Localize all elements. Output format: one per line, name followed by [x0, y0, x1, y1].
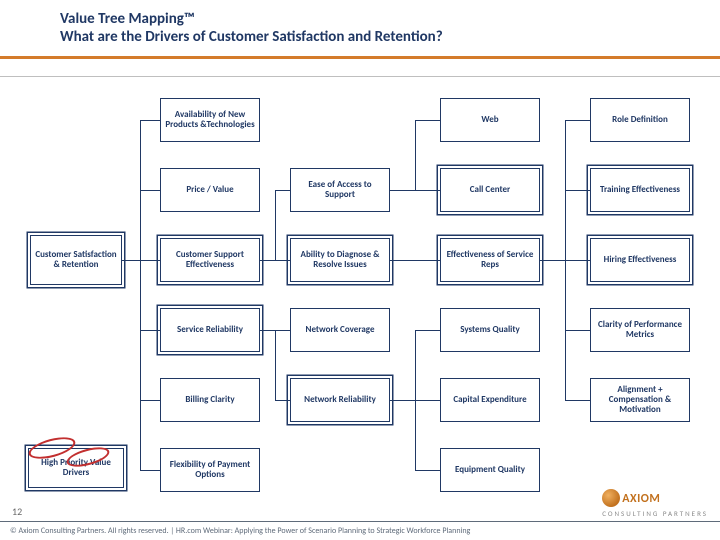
node-c3-r3: Systems Quality: [440, 308, 540, 352]
logo-sub: CONSULTING PARTNERS: [602, 509, 708, 518]
title-line-2: What are the Drivers of Customer Satisfa…: [60, 28, 720, 46]
node-c4-r0: Role Definition: [590, 98, 690, 142]
node-c1-r0: Availability of New Products &Technologi…: [160, 98, 260, 142]
node-c2-r2: Ability to Diagnose & Resolve Issues: [290, 238, 390, 282]
node-c2-r3: Network Coverage: [290, 308, 390, 352]
node-c2-r1: Ease of Access to Support: [290, 168, 390, 212]
node-c3-r5: Equipment Quality: [440, 448, 540, 492]
footer-rule: [0, 521, 720, 522]
title-bar: Value Tree Mapping™ What are the Drivers…: [0, 0, 720, 54]
node-c3-r4: Capital Expenditure: [440, 378, 540, 422]
node-c4-r4: Alignment + Compensation & Motivation: [590, 378, 690, 422]
root-node: Customer Satisfaction & Retention: [30, 235, 122, 285]
node-c3-r2: Effectiveness of Service Reps: [440, 238, 540, 282]
footer-text: © Axiom Consulting Partners. All rights …: [10, 526, 470, 536]
node-c2-r4: Network Reliability: [290, 378, 390, 422]
node-c3-r0: Web: [440, 98, 540, 142]
node-c4-r1: Training Effectiveness: [590, 168, 690, 212]
logo-brand: AXIOM: [622, 492, 660, 506]
node-c3-r1: Call Center: [440, 168, 540, 212]
light-rule: [0, 76, 720, 77]
node-c1-r4: Billing Clarity: [160, 378, 260, 422]
node-c1-r2: Customer Support Effectiveness: [160, 238, 260, 282]
node-c4-r2: Hiring Effectiveness: [590, 238, 690, 282]
node-c1-r1: Price / Value: [160, 168, 260, 212]
node-c4-r3: Clarity of Performance Metrics: [590, 308, 690, 352]
node-c1-r5: Flexibility of Payment Options: [160, 448, 260, 492]
logo: AXIOM CONSULTING PARTNERS: [602, 491, 708, 518]
title-line-1: Value Tree Mapping™: [60, 10, 720, 28]
page-number: 12: [12, 505, 22, 518]
node-c1-r3: Service Reliability: [160, 308, 260, 352]
diagram-canvas: Customer Satisfaction & Retention Availab…: [0, 58, 720, 498]
